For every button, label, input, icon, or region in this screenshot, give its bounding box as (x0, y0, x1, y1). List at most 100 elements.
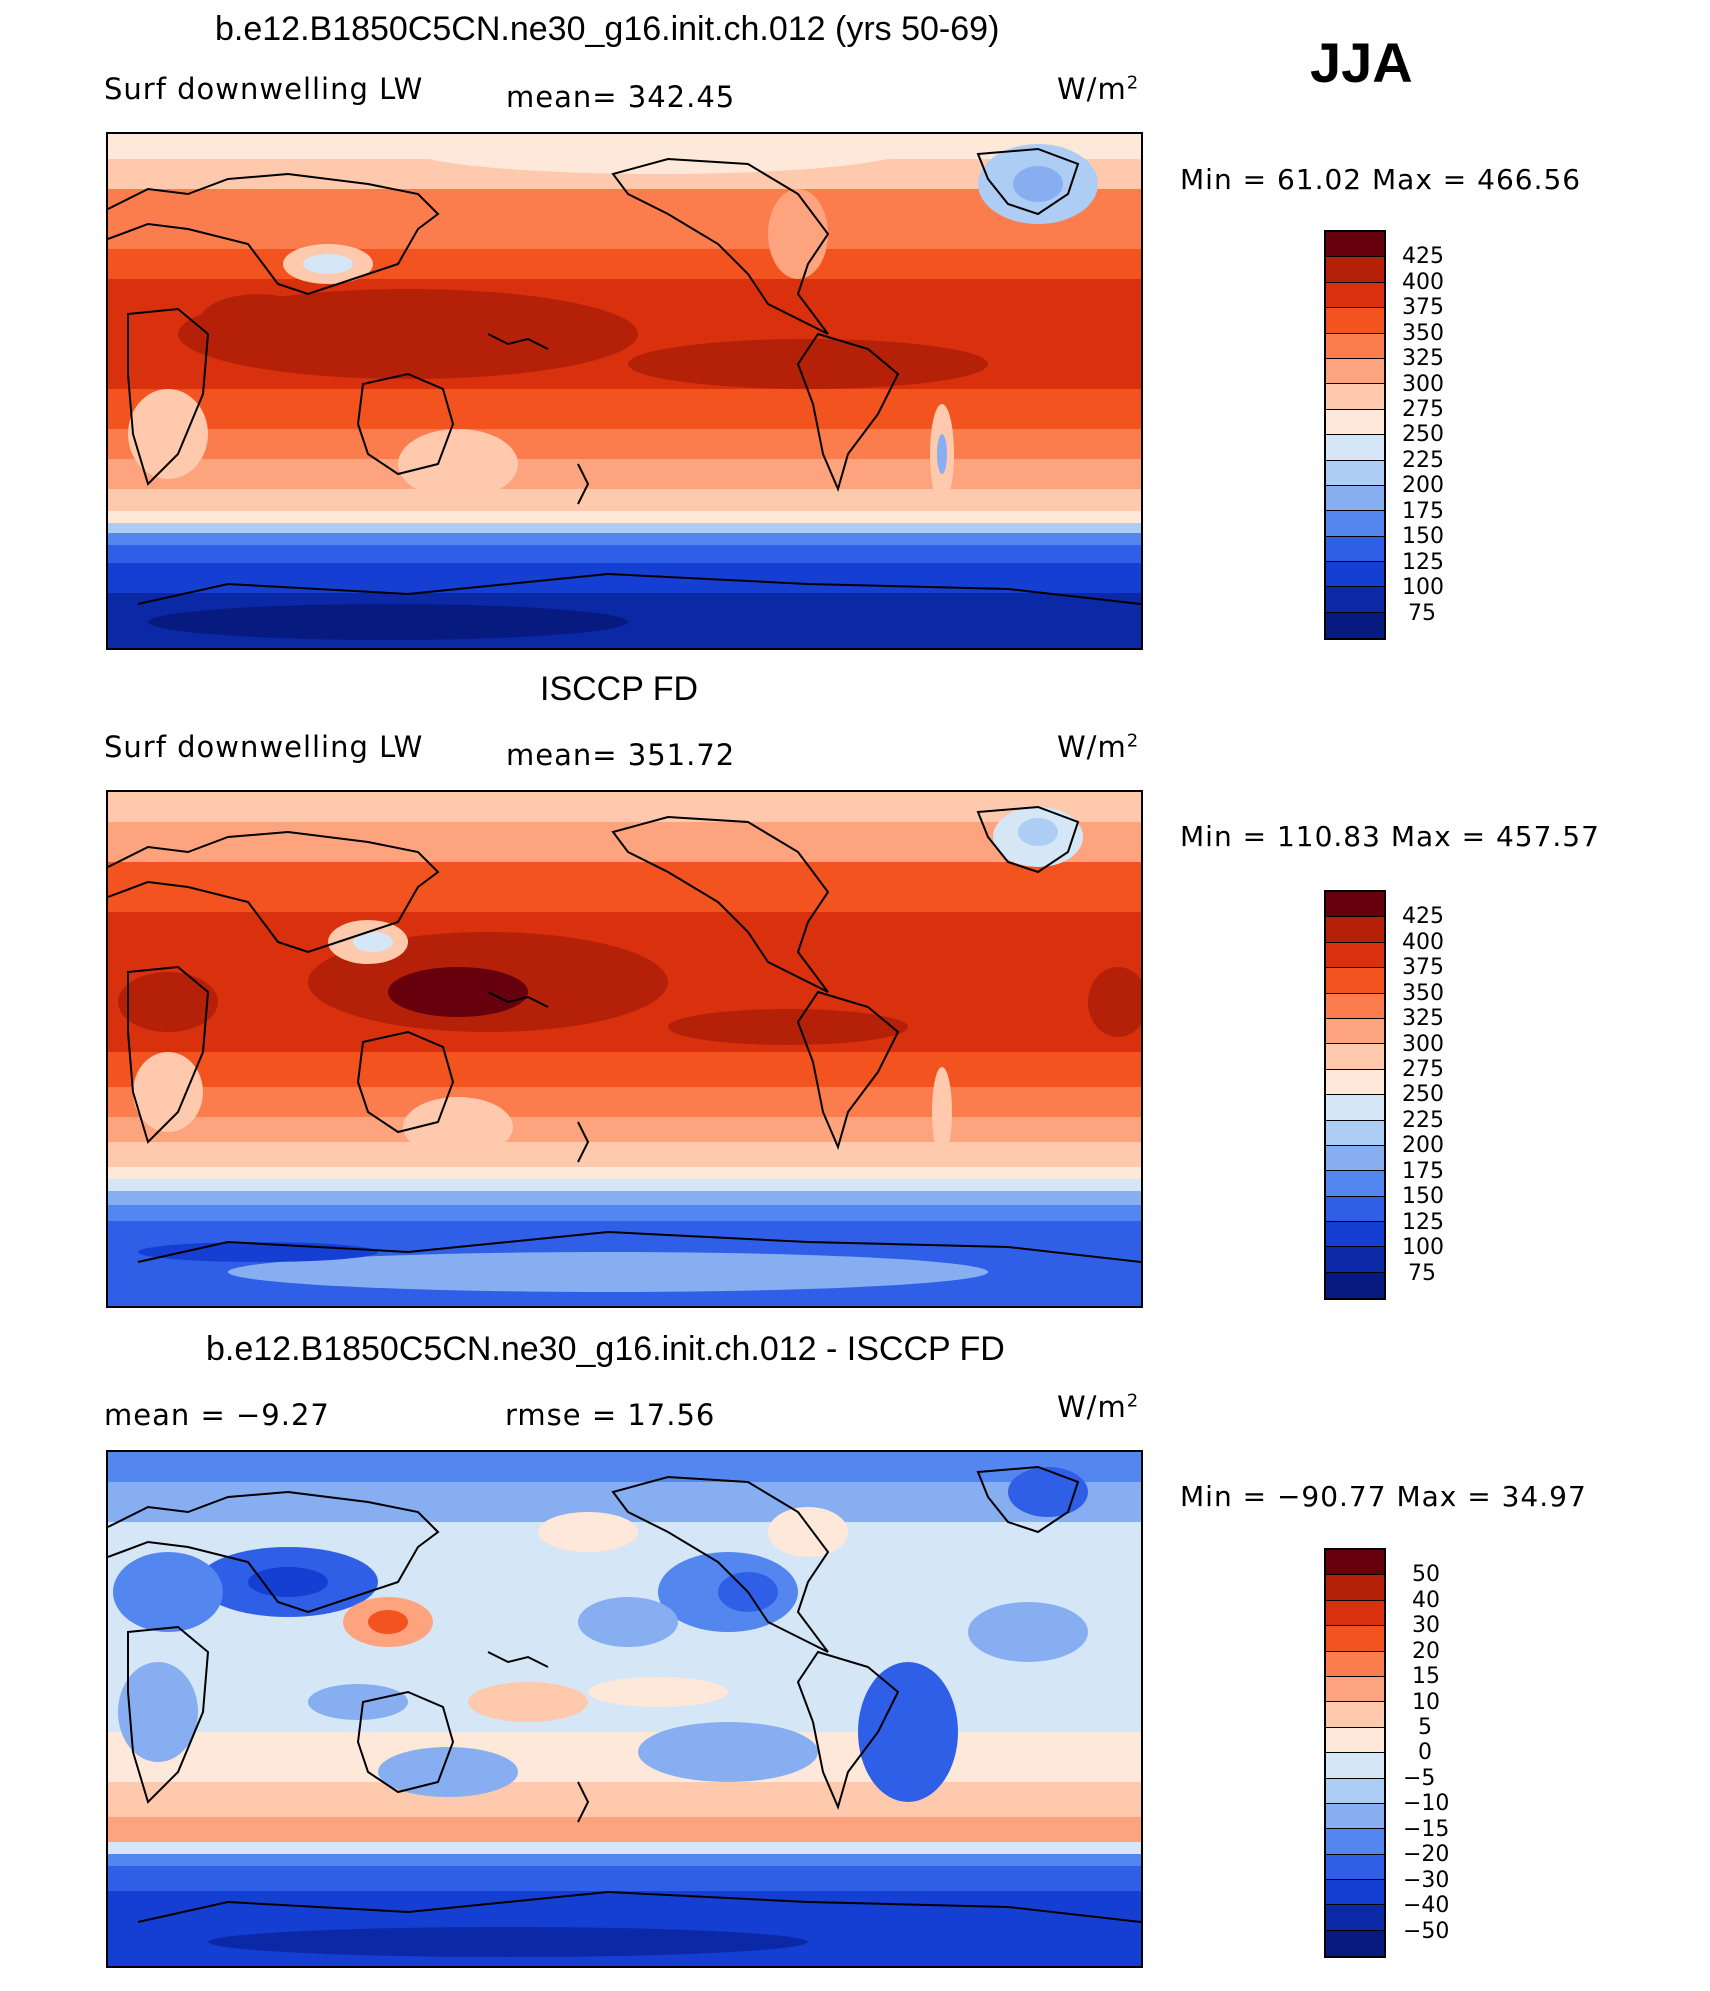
panel1-mean-label: mean= 342.45 (506, 80, 736, 114)
colorbar-label: 15 (1412, 1664, 1440, 1689)
panel3-mean-label: mean = −9.27 (104, 1398, 330, 1432)
colorbar-label: 50 (1412, 1562, 1440, 1587)
colorbar-label: 100 (1402, 575, 1444, 600)
colorbar-box (1326, 1829, 1384, 1855)
colorbar-label: 325 (1402, 1006, 1444, 1031)
colorbar-label: 150 (1402, 524, 1444, 549)
panel2-units: W/m2 (1057, 730, 1140, 764)
colorbar-box (1326, 282, 1384, 309)
panel3-title: b.e12.B1850C5CN.ne30_g16.init.ch.012 - I… (206, 1330, 1005, 1368)
colorbar-box (1326, 460, 1384, 486)
panel3-map (106, 1450, 1143, 1968)
colorbar-box (1326, 1778, 1384, 1804)
colorbar-box (1326, 1676, 1384, 1703)
panel3-colorbar (1324, 1548, 1386, 1958)
colorbar-label: 75 (1408, 601, 1436, 626)
colorbar-box (1326, 942, 1384, 969)
colorbar-label: 350 (1402, 321, 1444, 346)
colorbar-box (1326, 993, 1384, 1019)
colorbar-box (1326, 1905, 1384, 1931)
colorbar-box (1326, 1069, 1384, 1096)
colorbar-box (1326, 1171, 1384, 1197)
colorbar-box (1326, 358, 1384, 385)
colorbar-box (1326, 1095, 1384, 1121)
panel1-map (106, 132, 1143, 650)
colorbar-box (1326, 1575, 1384, 1601)
colorbar-label: 225 (1402, 448, 1444, 473)
colorbar-label: 100 (1402, 1235, 1444, 1260)
colorbar-label: 175 (1402, 499, 1444, 524)
colorbar-box (1326, 1247, 1384, 1273)
colorbar-box (1326, 257, 1384, 283)
colorbar-label: 175 (1402, 1159, 1444, 1184)
colorbar-box (1326, 1880, 1384, 1906)
colorbar-label: 200 (1402, 1133, 1444, 1158)
colorbar-box (1326, 1702, 1384, 1728)
colorbar-box (1326, 1626, 1384, 1652)
panel2-mean-label: mean= 351.72 (506, 738, 736, 772)
colorbar-label: 425 (1402, 244, 1444, 269)
colorbar-box (1326, 435, 1384, 461)
colorbar-label: −10 (1403, 1791, 1450, 1816)
colorbar-box (1326, 1550, 1384, 1576)
colorbar-box (1326, 1727, 1384, 1754)
panel2-title: ISCCP FD (540, 670, 699, 708)
colorbar-label: 300 (1402, 372, 1444, 397)
colorbar-label: −5 (1403, 1766, 1436, 1791)
colorbar-label: 375 (1402, 295, 1444, 320)
colorbar-box (1326, 892, 1384, 918)
colorbar-label: 425 (1402, 904, 1444, 929)
colorbar-box (1326, 587, 1384, 613)
colorbar-box (1326, 917, 1384, 943)
colorbar-box (1326, 1651, 1384, 1677)
panel2-variable-label: Surf downwelling LW (104, 730, 424, 764)
colorbar-box (1326, 968, 1384, 994)
colorbar-label: 125 (1402, 1210, 1444, 1235)
colorbar-box (1326, 1120, 1384, 1146)
colorbar-label: 0 (1418, 1740, 1432, 1765)
colorbar-box (1326, 1803, 1384, 1830)
panel2-minmax: Min = 110.83 Max = 457.57 (1180, 820, 1600, 853)
colorbar-box (1326, 1196, 1384, 1223)
panel3-rmse-label: rmse = 17.56 (505, 1398, 716, 1432)
colorbar-label: 5 (1418, 1715, 1432, 1740)
colorbar-box (1326, 612, 1384, 639)
colorbar-label: 40 (1412, 1588, 1440, 1613)
colorbar-label: 225 (1402, 1108, 1444, 1133)
colorbar-label: −30 (1403, 1868, 1450, 1893)
panel1-units: W/m2 (1057, 72, 1140, 106)
colorbar-box (1326, 562, 1384, 588)
colorbar-box (1326, 1930, 1384, 1957)
panel3-units: W/m2 (1057, 1390, 1140, 1424)
colorbar-box (1326, 1145, 1384, 1172)
colorbar-box (1326, 485, 1384, 512)
colorbar-box (1326, 1044, 1384, 1070)
colorbar-box (1326, 232, 1384, 258)
colorbar-box (1326, 1854, 1384, 1881)
panel3-minmax: Min = −90.77 Max = 34.97 (1180, 1480, 1587, 1513)
colorbar-box (1326, 333, 1384, 359)
panel1-colorbar (1324, 230, 1386, 640)
colorbar-box (1326, 1753, 1384, 1779)
colorbar-label: −40 (1403, 1893, 1450, 1918)
colorbar-box (1326, 1600, 1384, 1627)
colorbar-box (1326, 536, 1384, 563)
colorbar-label: 275 (1402, 1057, 1444, 1082)
colorbar-label: 275 (1402, 397, 1444, 422)
colorbar-label: 30 (1412, 1613, 1440, 1638)
colorbar-label: 300 (1402, 1032, 1444, 1057)
colorbar-label: 200 (1402, 473, 1444, 498)
colorbar-box (1326, 1222, 1384, 1248)
panel1-variable-label: Surf downwelling LW (104, 72, 424, 106)
colorbar-label: 375 (1402, 955, 1444, 980)
colorbar-label: 250 (1402, 1082, 1444, 1107)
colorbar-label: 10 (1412, 1690, 1440, 1715)
season-label: JJA (1310, 31, 1413, 94)
colorbar-label: 400 (1402, 270, 1444, 295)
panel2-colorbar (1324, 890, 1386, 1300)
colorbar-label: 350 (1402, 981, 1444, 1006)
colorbar-label: 400 (1402, 930, 1444, 955)
colorbar-box (1326, 511, 1384, 537)
colorbar-box (1326, 308, 1384, 334)
colorbar-label: 150 (1402, 1184, 1444, 1209)
